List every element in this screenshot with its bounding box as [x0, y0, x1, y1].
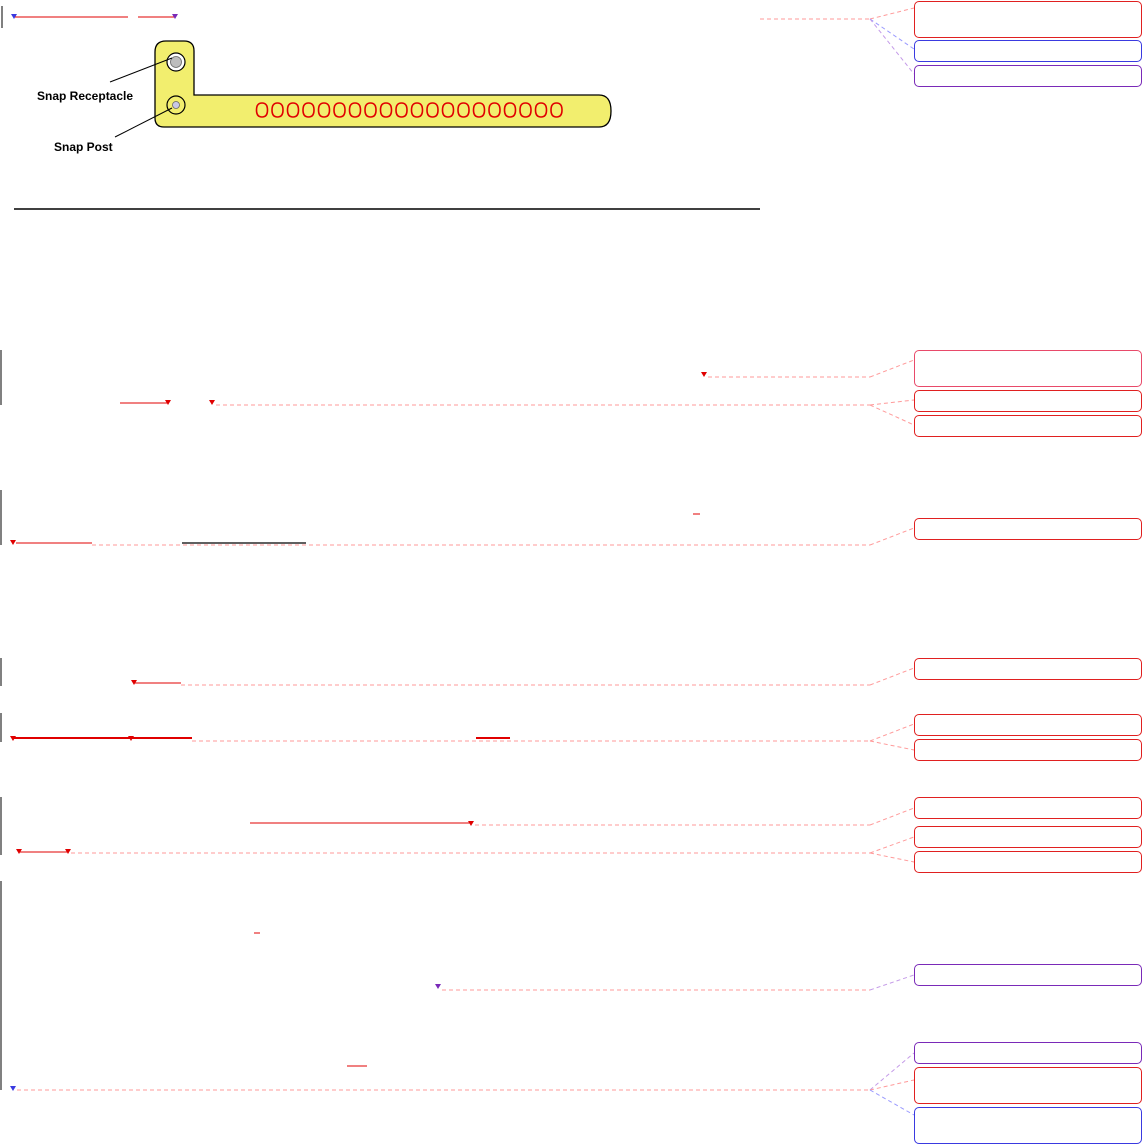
- balloon-leader: [869, 723, 915, 742]
- insertion-balloon[interactable]: [914, 658, 1142, 680]
- insertion-balloon[interactable]: [914, 1, 1142, 38]
- balloon-leader: [869, 1052, 915, 1091]
- adjustment-hole-icon: [441, 102, 455, 118]
- adjustment-hole-icon: [519, 102, 532, 118]
- balloon-leader: [869, 7, 915, 20]
- insertion-balloon[interactable]: [914, 415, 1142, 437]
- balloon-leader: [869, 404, 915, 426]
- insertion-marker[interactable]: [165, 400, 171, 405]
- adjustment-holes: [255, 102, 563, 118]
- adjustment-hole-icon: [255, 102, 269, 118]
- balloon-leader: [869, 667, 915, 686]
- adjustment-hole-icon: [348, 102, 362, 118]
- adjustment-hole-icon: [457, 102, 470, 118]
- adjustment-hole-icon: [379, 102, 393, 118]
- balloon-leader: [869, 527, 915, 546]
- insertion-balloon[interactable]: [914, 350, 1142, 387]
- balloon-leader: [869, 974, 915, 991]
- insertion-balloon[interactable]: [914, 851, 1142, 873]
- adjustment-hole-icon: [271, 102, 284, 118]
- balloon-leader: [869, 1079, 915, 1091]
- snap-post-inner-icon: [172, 101, 180, 109]
- adjustment-hole-icon: [503, 102, 517, 118]
- insertion-balloon[interactable]: [914, 714, 1142, 736]
- insertion-balloon[interactable]: [914, 797, 1142, 819]
- comment-marker[interactable]: [10, 1086, 16, 1091]
- deletion-balloon[interactable]: [914, 964, 1142, 986]
- adjustment-hole-icon: [472, 102, 486, 118]
- insertion-balloon[interactable]: [914, 739, 1142, 761]
- comment-balloon[interactable]: [914, 40, 1142, 62]
- insertion-marker[interactable]: [10, 540, 16, 545]
- adjustment-hole-icon: [333, 102, 346, 118]
- balloon-leader: [869, 1089, 915, 1116]
- balloon-leader: [869, 807, 915, 826]
- snap-post-label: Snap Post: [54, 140, 113, 154]
- adjustment-hole-icon: [426, 102, 439, 118]
- comment-balloon[interactable]: [914, 1107, 1142, 1144]
- insertion-marker[interactable]: [468, 821, 474, 826]
- insertion-balloon[interactable]: [914, 826, 1142, 848]
- adjustment-hole-icon: [488, 102, 501, 118]
- insertion-marker[interactable]: [209, 400, 215, 405]
- deletion-marker[interactable]: [435, 984, 441, 989]
- balloon-leader: [869, 399, 915, 406]
- balloon-leader: [869, 18, 915, 75]
- insertion-balloon[interactable]: [914, 390, 1142, 412]
- insertion-marker[interactable]: [701, 372, 707, 377]
- insertion-marker[interactable]: [65, 849, 71, 854]
- wristband-body: [154, 40, 612, 128]
- balloon-leader: [869, 740, 915, 751]
- adjustment-hole-icon: [364, 102, 377, 118]
- snap-receptacle-label: Snap Receptacle: [37, 89, 133, 103]
- deletion-balloon[interactable]: [914, 65, 1142, 87]
- deletion-marker[interactable]: [172, 14, 178, 19]
- callout-line: [109, 57, 173, 83]
- balloon-leader: [869, 18, 915, 50]
- adjustment-hole-icon: [286, 102, 300, 118]
- snap-receptacle-inner-icon: [170, 56, 182, 68]
- adjustment-hole-icon: [302, 102, 315, 118]
- callout-line: [114, 107, 173, 138]
- deletion-balloon[interactable]: [914, 1042, 1142, 1064]
- balloon-leader: [869, 359, 915, 378]
- adjustment-hole-icon: [534, 102, 548, 118]
- balloon-leader: [869, 852, 915, 863]
- adjustment-hole-icon: [410, 102, 424, 118]
- deletion-marker[interactable]: [11, 14, 17, 19]
- adjustment-hole-icon: [317, 102, 331, 118]
- insertion-balloon[interactable]: [914, 518, 1142, 540]
- insertion-balloon[interactable]: [914, 1067, 1142, 1104]
- balloon-leader: [869, 836, 915, 854]
- adjustment-hole-icon: [395, 102, 408, 118]
- adjustment-hole-icon: [550, 102, 563, 118]
